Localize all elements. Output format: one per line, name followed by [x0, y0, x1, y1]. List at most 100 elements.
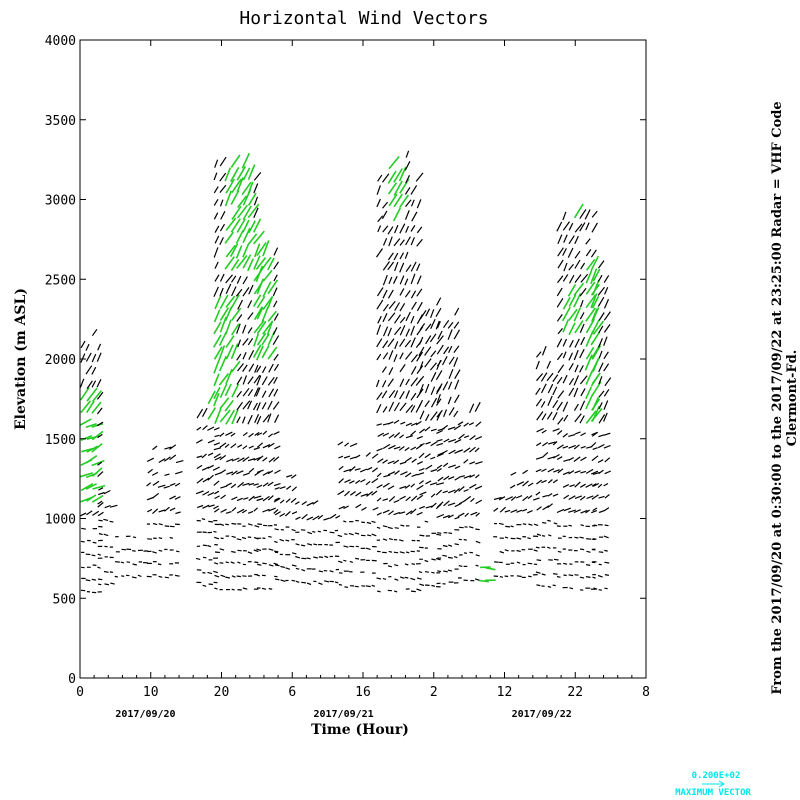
wind-vector [91, 443, 103, 453]
wind-vector [354, 585, 359, 588]
wind-vector [280, 565, 285, 569]
wind-vector [290, 474, 297, 479]
wind-vector [382, 498, 389, 501]
wind-vector [548, 441, 556, 445]
wind-vector [441, 356, 448, 366]
key-arrowhead [718, 780, 725, 788]
wind-vector [394, 261, 399, 272]
wind-vector [224, 383, 232, 397]
wind-vector [591, 307, 600, 322]
wind-vector [219, 156, 227, 167]
wind-vector [268, 457, 276, 463]
wind-vector [109, 520, 114, 523]
wind-vector [556, 352, 563, 361]
wind-vector [195, 490, 204, 495]
wind-vector [376, 338, 383, 348]
wind-vector [410, 590, 416, 593]
wind-vector [253, 255, 261, 270]
wind-vector [213, 212, 219, 220]
wind-vector [399, 511, 406, 515]
wind-vector [338, 505, 345, 510]
wind-vector [382, 578, 387, 580]
wind-vector [230, 218, 241, 233]
wind-vector [568, 362, 574, 371]
wind-vector [360, 478, 366, 483]
wind-vector [509, 484, 516, 489]
wind-vector [85, 365, 93, 375]
wind-vector [247, 376, 254, 385]
wind-vector [437, 532, 442, 534]
wind-vector [556, 444, 564, 450]
wind-vector [447, 329, 453, 340]
wind-vector [91, 430, 104, 441]
wind-vector [454, 476, 460, 481]
wind-vector [416, 494, 424, 500]
wind-vector [504, 575, 509, 578]
wind-vector [557, 234, 563, 245]
x-tick-label: 8 [642, 685, 650, 700]
wind-vector [569, 339, 574, 348]
wind-vector [418, 480, 424, 485]
wind-vector [267, 413, 272, 423]
wind-vector [579, 536, 584, 539]
wind-vector [416, 588, 422, 592]
wind-vector [104, 583, 110, 586]
wind-vector [313, 556, 318, 559]
wind-vector [382, 482, 390, 488]
wind-vector [430, 386, 436, 396]
wind-vector [590, 268, 598, 285]
wind-vector [598, 338, 603, 348]
wind-vector [388, 401, 395, 412]
wind-vector [541, 413, 547, 421]
wind-vector [603, 324, 611, 333]
wind-vector [230, 443, 237, 449]
wind-vector [580, 432, 586, 437]
wind-vector [387, 327, 392, 337]
wind-vector [448, 345, 453, 354]
wind-vector [574, 259, 581, 269]
wind-vector [202, 544, 207, 547]
wind-vector [399, 364, 406, 373]
wind-vector [306, 557, 311, 560]
wind-vector [256, 278, 264, 295]
wind-vector [557, 417, 564, 425]
wind-vector [387, 289, 394, 299]
wind-vector [207, 464, 214, 469]
wind-vector [573, 375, 580, 386]
wind-vector [567, 283, 577, 297]
wind-vector [225, 576, 231, 579]
wind-vector [335, 515, 341, 519]
wind-vector [355, 503, 362, 509]
wind-vector [115, 561, 120, 563]
wind-vector [291, 529, 296, 532]
wind-vector [419, 583, 425, 587]
wind-vector [381, 380, 387, 388]
wind-vector [268, 548, 274, 551]
wind-vector [219, 548, 225, 551]
wind-vector [425, 335, 432, 345]
wind-vector [436, 442, 444, 446]
wind-vector [400, 421, 406, 425]
wind-vector [96, 352, 102, 362]
wind-vector [267, 376, 275, 386]
wind-vector [454, 439, 462, 444]
wind-vector [225, 409, 235, 425]
wind-vector [382, 525, 388, 528]
wind-vector [253, 207, 259, 218]
wind-vector [579, 312, 585, 320]
wind-vector [463, 458, 469, 464]
wind-vector [568, 352, 574, 361]
wind-vector [196, 426, 202, 431]
wind-vector [463, 475, 472, 479]
wind-vector [510, 525, 514, 528]
wind-vector [425, 323, 432, 332]
wind-vector [273, 562, 279, 566]
wind-vector [152, 492, 160, 499]
wind-vector [231, 178, 242, 194]
wind-vector [404, 339, 412, 348]
wind-vector [579, 299, 584, 308]
wind-vector [224, 399, 234, 412]
wind-vector [261, 366, 267, 374]
wind-vector [453, 424, 462, 431]
wind-vector [256, 332, 267, 346]
